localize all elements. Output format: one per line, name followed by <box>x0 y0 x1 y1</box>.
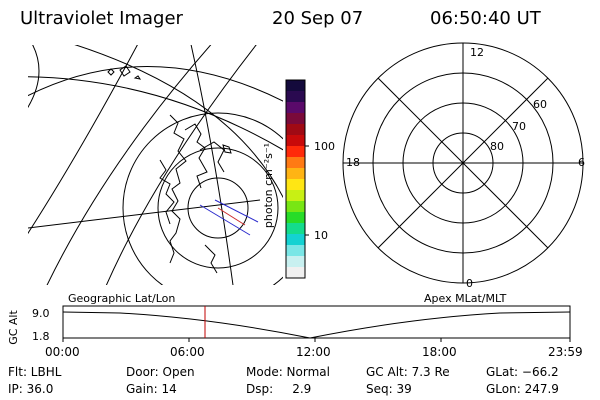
lat-label-80: 80 <box>490 140 504 153</box>
colorbar-tick-100: 100 <box>314 140 335 153</box>
param-ip: IP: 36.0 <box>8 382 54 396</box>
colorbar-cell <box>286 201 305 213</box>
time-label: 06:50:40 UT <box>430 8 541 29</box>
colorbar-cell <box>286 157 305 169</box>
colorbar-cell <box>286 124 305 136</box>
colorbar-cell <box>286 234 305 246</box>
timeline-ytick-top: 9.0 <box>32 307 50 320</box>
param-mode: Mode: Normal <box>246 365 330 379</box>
colorbar-cell <box>286 91 305 103</box>
colorbar-cell <box>286 256 305 268</box>
colorbar-cell <box>286 168 305 180</box>
timeline-left-label: Geographic Lat/Lon <box>68 292 176 305</box>
timeline-ytick-bottom: 1.8 <box>32 330 50 343</box>
colorbar-cell <box>286 223 305 235</box>
mlt-label-18: 18 <box>346 156 360 169</box>
colorbar-cell <box>286 80 305 92</box>
param-flt: Flt: LBHL <box>8 365 62 379</box>
colorbar-cell <box>286 102 305 114</box>
mlt-label-0: 0 <box>466 277 473 290</box>
colorbar-cell <box>286 212 305 224</box>
xtick-0600: 06:00 <box>170 345 205 359</box>
param-gc-alt: GC Alt: 7.3 Re <box>366 365 450 379</box>
mlt-label-6: 6 <box>578 156 585 169</box>
lat-label-60: 60 <box>533 98 547 111</box>
param-seq: Seq: 39 <box>366 382 412 396</box>
xtick-1800: 18:00 <box>422 345 457 359</box>
param-dsp: Dsp: 2.9 <box>246 382 312 396</box>
xtick-1200: 12:00 <box>296 345 331 359</box>
colorbar-cell <box>286 179 305 191</box>
mlt-label-12: 12 <box>470 46 484 59</box>
colorbar-cell <box>286 113 305 125</box>
param-door: Door: Open <box>126 365 195 379</box>
param-glon: GLon: 247.9 <box>486 382 559 396</box>
colorbar-cell <box>286 190 305 202</box>
colorbar-cell <box>286 245 305 257</box>
colorbar-cell <box>286 267 305 279</box>
date-label: 20 Sep 07 <box>272 8 364 29</box>
colorbar-tick-10: 10 <box>314 229 328 242</box>
lat-label-70: 70 <box>512 120 526 133</box>
param-glat: GLat: −66.2 <box>486 365 559 379</box>
app-title: Ultraviolet Imager <box>20 8 183 29</box>
timeline-right-label: Apex MLat/MLT <box>424 292 507 305</box>
colorbar-cell <box>286 135 305 147</box>
colorbar-cell <box>286 146 305 158</box>
xtick-2359: 23:59 <box>548 345 583 359</box>
xtick-0000: 00:00 <box>45 345 80 359</box>
param-gain: Gain: 14 <box>126 382 177 396</box>
